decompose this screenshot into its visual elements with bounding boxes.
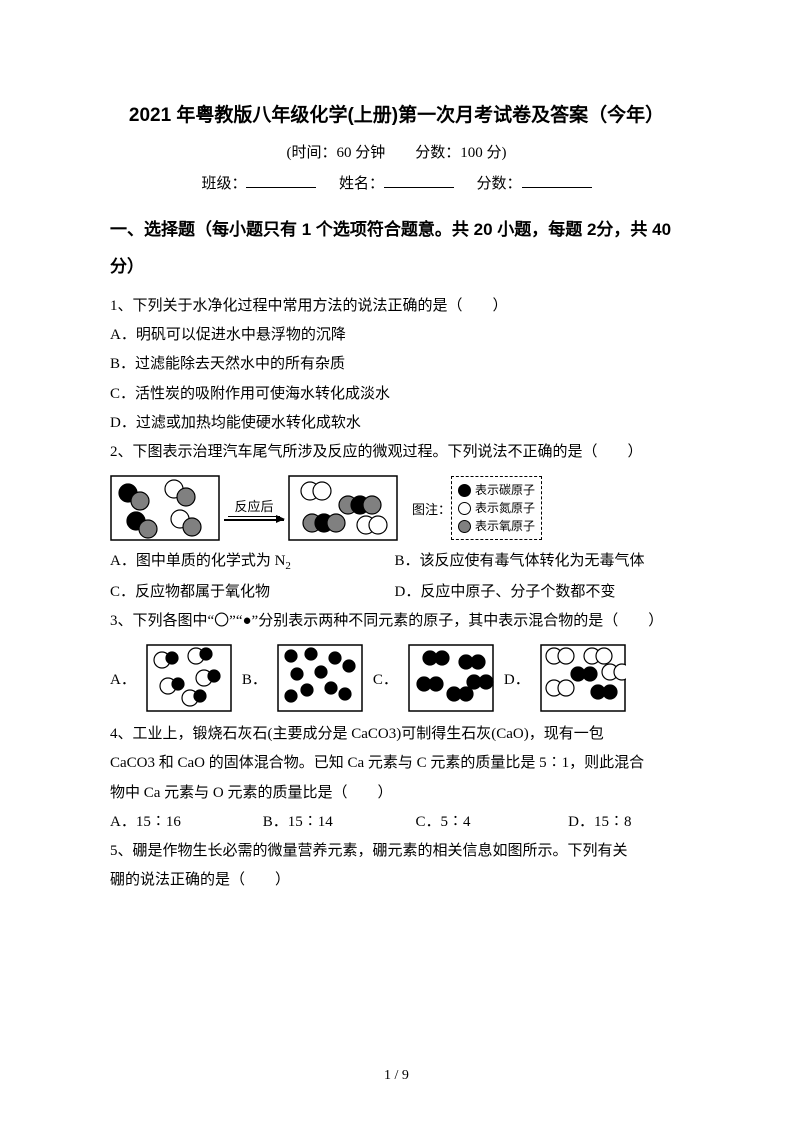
q2-arrow-label: 反应后 xyxy=(228,496,279,517)
nitrogen-atom-icon xyxy=(458,502,471,515)
q5-line2: 硼的说法正确的是（ ） xyxy=(110,866,683,895)
q2-opt-a: A．图中单质的化学式为 N2 xyxy=(110,547,391,577)
q4-opt-b: B．15∶14 xyxy=(263,808,412,837)
name-blank[interactable] xyxy=(384,173,454,188)
q4-opt-a: A．15∶16 xyxy=(110,808,259,837)
q1-opt-d: D．过滤或加热均能使硬水转化成软水 xyxy=(110,409,683,438)
q4-opt-d: D．15∶8 xyxy=(568,808,631,837)
class-blank[interactable] xyxy=(246,173,316,188)
legend-c: 表示碳原子 xyxy=(475,481,535,499)
q4-line3: 物中 Ca 元素与 O 元素的质量比是（ ） xyxy=(110,779,683,808)
carbon-atom-icon xyxy=(458,484,471,497)
q2-right-box xyxy=(288,475,398,541)
exam-title: 2021 年粤教版八年级化学(上册)第一次月考试卷及答案（今年） xyxy=(110,100,683,127)
page-number: 1 / 9 xyxy=(0,1068,793,1084)
q3-box-c xyxy=(408,644,494,712)
q4-line2: CaCO3 和 CaO 的固体混合物。已知 Ca 元素与 C 元素的质量比是 5… xyxy=(110,749,683,778)
q3-stem: 3、下列各图中“〇”“●”分别表示两种不同元素的原子，其中表示混合物的是（ ） xyxy=(110,607,683,636)
q2-opt-d: D．反应中原子、分子个数都不变 xyxy=(395,578,616,607)
q1-stem: 1、下列关于水净化过程中常用方法的说法正确的是（ ） xyxy=(110,292,683,321)
q1-opt-c: C．活性炭的吸附作用可使海水转化成淡水 xyxy=(110,380,683,409)
q5-line1: 5、硼是作物生长必需的微量营养元素，硼元素的相关信息如图所示。下列有关 xyxy=(110,837,683,866)
section-1-heading: 一、选择题（每小题只有 1 个选项符合题意。共 20 小题，每题 2分，共 40… xyxy=(110,211,683,286)
score-label: 分数： xyxy=(477,176,522,192)
q3-label-c: C． xyxy=(373,668,398,689)
info-row: 班级： 姓名： 分数： xyxy=(110,172,683,193)
q3-label-a: A． xyxy=(110,668,136,689)
score-blank[interactable] xyxy=(522,173,592,188)
q2-opt-b: B．该反应使有毒气体转化为无毒气体 xyxy=(395,547,645,576)
legend-n: 表示氮原子 xyxy=(475,499,535,517)
q3-diagram-row: A． B． C． D． xyxy=(110,644,683,712)
q3-label-b: B． xyxy=(242,668,267,689)
oxygen-atom-icon xyxy=(458,520,471,533)
exam-subtitle: (时间：60 分钟 分数：100 分) xyxy=(110,141,683,162)
q3-box-b xyxy=(277,644,363,712)
q2-arrow: 反应后 xyxy=(224,496,284,521)
q3-label-d: D． xyxy=(504,668,530,689)
legend-o: 表示氧原子 xyxy=(475,517,535,535)
q2-stem: 2、下图表示治理汽车尾气所涉及反应的微观过程。下列说法不正确的是（ ） xyxy=(110,438,683,467)
q2-left-box xyxy=(110,475,220,541)
class-label: 班级： xyxy=(201,176,246,192)
q3-box-d xyxy=(540,644,626,712)
q2-diagram: 反应后 图注： 表示碳原子 表示氮原子 表示氧原子 xyxy=(110,475,683,541)
q2-legend-label: 图注： xyxy=(412,499,451,518)
q2-opt-c: C．反应物都属于氧化物 xyxy=(110,578,391,607)
q2-legend: 表示碳原子 表示氮原子 表示氧原子 xyxy=(451,476,542,540)
q1-opt-b: B．过滤能除去天然水中的所有杂质 xyxy=(110,350,683,379)
q1-opt-a: A．明矾可以促进水中悬浮物的沉降 xyxy=(110,321,683,350)
q3-box-a xyxy=(146,644,232,712)
name-label: 姓名： xyxy=(339,176,384,192)
q4-line1: 4、工业上，锻烧石灰石(主要成分是 CaCO3)可制得生石灰(CaO)，现有一包 xyxy=(110,720,683,749)
q4-opt-c: C．5∶4 xyxy=(415,808,564,837)
